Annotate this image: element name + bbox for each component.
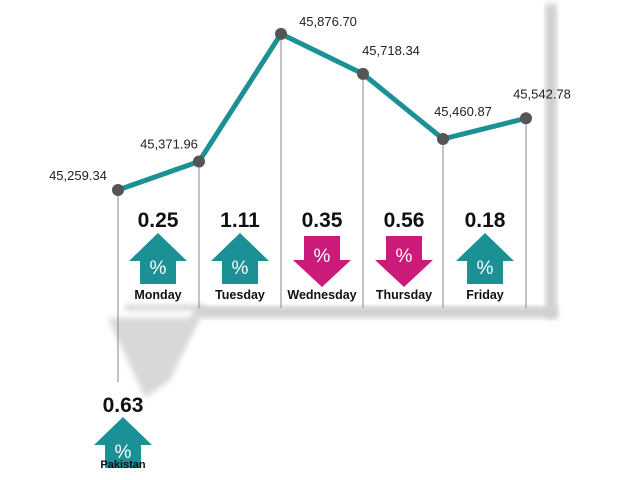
data-point-tuesday (275, 27, 287, 40)
day-monday-arrow (129, 233, 187, 284)
day-friday-label: Friday (466, 288, 504, 302)
day-wednesday-percent-glyph: % (314, 246, 331, 267)
day-tuesday-change: 1.11 (220, 209, 260, 232)
drop-lines (117, 33, 527, 382)
day-friday-change: 0.18 (465, 209, 506, 232)
day-monday-change: 0.25 (138, 209, 179, 232)
day-thursday-percent-glyph: % (396, 246, 413, 267)
value-label-tuesday: 45,876.70 (299, 14, 357, 29)
summary-block: 0.63%Pakistan (94, 394, 152, 471)
panel-shadow-right (545, 4, 557, 318)
panel-connector (108, 318, 200, 398)
day-thursday-arrow (375, 236, 433, 287)
summary-arrow (94, 417, 152, 468)
value-label-wednesday: 45,718.34 (362, 43, 420, 58)
data-point-wednesday (357, 67, 369, 80)
day-thursday-label: Thursday (376, 288, 432, 302)
day-wednesday-change: 0.35 (302, 209, 343, 232)
day-monday-percent-glyph: % (150, 258, 167, 279)
summary-change: 0.63 (103, 394, 144, 417)
panel-shadow-bottom (198, 306, 557, 318)
data-point-thursday (437, 133, 449, 145)
day-thursday-change: 0.56 (384, 209, 425, 232)
data-markers (112, 27, 532, 196)
value-label-monday: 45,371.96 (140, 137, 198, 152)
background-panel (108, 4, 557, 398)
value-label-start: 45,259.34 (49, 168, 107, 183)
data-point-start (112, 184, 124, 196)
summary-label: Pakistan (100, 459, 146, 471)
value-labels: 45,259.34 45,371.96 45,876.70 45,718.34 45,4… (49, 14, 571, 183)
day-friday-arrow (456, 233, 514, 284)
day-tuesday-percent-glyph: % (232, 258, 249, 279)
summary-percent-glyph: % (115, 442, 132, 463)
series-polyline (115, 31, 529, 193)
day-tuesday-label: Tuesday (215, 288, 265, 302)
day-wednesday-arrow (293, 236, 351, 287)
day-tuesday-arrow (211, 233, 269, 284)
data-point-monday (193, 155, 205, 168)
day-friday-percent-glyph: % (477, 258, 494, 279)
series-line (115, 31, 529, 193)
data-point-friday (520, 112, 532, 125)
day-wednesday-label: Wednesday (287, 288, 356, 302)
value-label-thursday: 45,460.87 (434, 104, 492, 119)
daily-change-blocks: 0.25% Monday 1.11% Tuesday 0.35% Wednesday 0.5… (129, 209, 514, 302)
value-label-friday: 45,542.78 (513, 86, 571, 101)
day-monday-label: Monday (134, 288, 181, 302)
